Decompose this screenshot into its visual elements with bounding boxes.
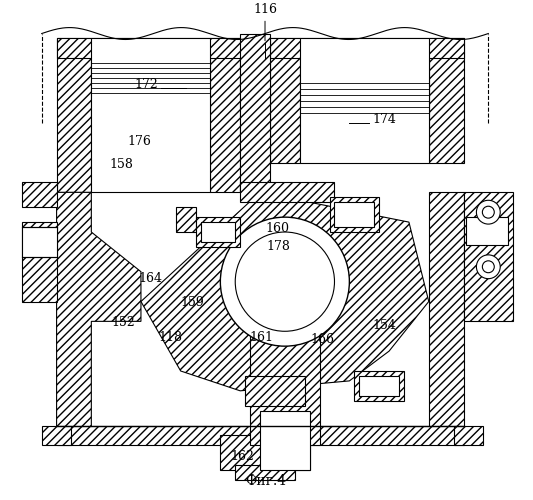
Bar <box>22 182 56 207</box>
Text: 178: 178 <box>266 240 290 253</box>
Text: 116: 116 <box>253 2 277 40</box>
Bar <box>245 376 305 406</box>
Circle shape <box>482 206 494 218</box>
Bar <box>56 38 245 58</box>
Bar <box>240 182 335 203</box>
Text: 161: 161 <box>249 331 273 344</box>
Bar <box>56 426 464 446</box>
Bar <box>91 38 211 192</box>
Bar <box>220 436 310 470</box>
Polygon shape <box>176 207 196 232</box>
Bar <box>22 222 56 302</box>
Text: 172: 172 <box>134 78 158 91</box>
Text: 158: 158 <box>109 158 133 170</box>
Text: 160: 160 <box>266 222 290 235</box>
Bar <box>240 34 270 192</box>
Text: 154: 154 <box>372 320 396 332</box>
Text: 174: 174 <box>372 113 396 126</box>
Polygon shape <box>141 192 429 391</box>
Circle shape <box>482 261 494 272</box>
Bar <box>429 38 464 162</box>
Bar <box>56 38 91 192</box>
Bar <box>235 466 295 480</box>
Bar <box>359 376 399 396</box>
Circle shape <box>477 255 500 278</box>
Bar <box>354 371 404 401</box>
Bar <box>270 38 464 58</box>
Text: Фиг.4: Фиг.4 <box>245 474 287 488</box>
Bar <box>270 38 300 162</box>
Text: 164: 164 <box>139 272 163 284</box>
Circle shape <box>220 217 349 346</box>
Bar <box>260 410 310 470</box>
Bar <box>42 426 71 446</box>
Text: 162: 162 <box>230 450 254 464</box>
Bar <box>335 202 374 227</box>
Bar <box>250 326 320 446</box>
Text: 159: 159 <box>181 296 205 310</box>
Bar <box>464 192 513 322</box>
Circle shape <box>477 200 500 224</box>
Bar <box>196 217 240 247</box>
Bar <box>200 222 235 242</box>
Text: 166: 166 <box>311 333 335 346</box>
Circle shape <box>235 232 335 332</box>
Bar <box>211 38 240 192</box>
Polygon shape <box>429 192 464 440</box>
Text: 152: 152 <box>111 316 135 330</box>
Bar <box>22 227 56 257</box>
Bar <box>454 426 483 446</box>
Bar <box>329 198 379 232</box>
Polygon shape <box>56 192 141 440</box>
Bar <box>466 217 508 245</box>
Text: 118: 118 <box>159 331 183 344</box>
Bar <box>300 38 429 162</box>
Text: 176: 176 <box>127 134 151 147</box>
